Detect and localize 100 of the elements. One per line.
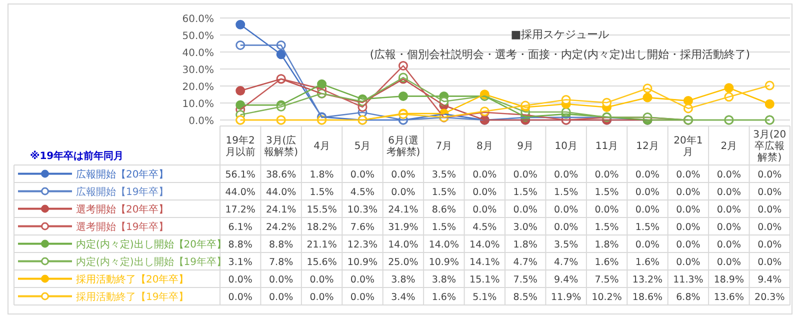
data-label: 4.5% <box>472 222 497 233</box>
text: 内定(内々定)出し開始【20年卒】 <box>76 238 227 250</box>
text: 0.0% <box>758 204 782 216</box>
data-label: 1.5% <box>635 222 660 233</box>
x-tick-label: 11月 <box>595 141 618 152</box>
data-label: 15.5% <box>306 204 337 216</box>
data-label: 0.0% <box>513 204 538 216</box>
text: 0.0% <box>676 169 700 180</box>
data-label: 1.5% <box>432 222 456 233</box>
x-tick-label: 8月 <box>476 141 493 152</box>
data-label: 1.5% <box>594 222 619 233</box>
data-label: 3.8% <box>391 274 416 286</box>
data-label: 14.0% <box>388 239 418 250</box>
x-tick-label: 2月 <box>720 141 738 152</box>
data-label: 0.0% <box>269 292 294 303</box>
data-label: 4.7% <box>554 256 578 268</box>
data-label: 8.6% <box>432 204 456 216</box>
x-tick-label: 12月 <box>636 141 659 152</box>
data-label: 0.0% <box>310 292 334 303</box>
data-label: 4.7% <box>513 256 538 268</box>
data-label: 0.0% <box>635 239 660 250</box>
data-label: 0.0% <box>676 222 700 233</box>
data-label: 15.1% <box>470 274 500 286</box>
data-label: 3.8% <box>432 274 456 286</box>
data-label: 10.3% <box>347 204 378 216</box>
x-tick-label: 3月(広報解禁) <box>264 134 298 158</box>
data-label: 14.0% <box>428 239 460 250</box>
data-label: 0.0% <box>554 222 578 233</box>
text: 0.0% <box>758 222 782 233</box>
data-label: 10.9% <box>347 256 378 268</box>
data-label: 44.0% <box>266 186 296 198</box>
data-label: 8.8% <box>269 239 294 250</box>
data-label: 3.4% <box>391 292 416 303</box>
x-tick-label: 5月 <box>354 141 371 152</box>
x-tick-label: 19年2月以前 <box>225 134 256 158</box>
y-tick-label: 40.0% <box>182 48 214 59</box>
data-label: 15.6% <box>306 256 337 268</box>
data-label: 0.0% <box>676 256 700 268</box>
data-label: 3.1% <box>228 256 252 268</box>
data-label: 1.5% <box>432 186 456 198</box>
data-label: 1.5% <box>554 186 578 198</box>
text: 採用活動終了【20年卒】 <box>76 273 189 286</box>
text: 0.0% <box>758 186 782 198</box>
data-label: 13.6% <box>714 292 744 303</box>
data-label: 0.0% <box>472 169 497 180</box>
data-label: 0.0% <box>554 169 578 180</box>
data-label: 1.5% <box>513 186 538 198</box>
data-label: 1.6% <box>635 256 660 268</box>
data-label: 0.0% <box>472 204 497 216</box>
data-label: 0.0% <box>554 204 578 216</box>
data-label: 0.0% <box>350 274 375 286</box>
text: 選考開始【19年卒】 <box>76 220 169 233</box>
data-label: 4.5% <box>350 186 375 198</box>
data-label: 6.1% <box>228 222 252 233</box>
data-label: 25.0% <box>388 256 418 268</box>
data-label: 7.5% <box>594 274 619 286</box>
data-label: 7.8% <box>269 256 294 268</box>
data-label: 0.0% <box>513 169 538 180</box>
text: ※19年卒は前年同月 <box>30 150 124 162</box>
data-label: 1.8% <box>594 239 619 250</box>
x-tick-label: 7月 <box>436 141 452 152</box>
data-label: 1.6% <box>594 256 619 268</box>
data-label: 0.0% <box>676 239 700 250</box>
text: 0.0% <box>758 169 782 180</box>
x-tick-label: 10月 <box>554 141 578 152</box>
data-label: 3.5% <box>554 239 578 250</box>
data-label: 5.1% <box>472 292 497 303</box>
y-tick-label: 30.0% <box>182 65 214 76</box>
y-tick-label: 50.0% <box>182 31 214 42</box>
data-label: 3.5% <box>432 169 456 180</box>
data-label: 1.8% <box>310 169 334 180</box>
data-label: 18.9% <box>714 274 744 286</box>
text: 0.0% <box>716 186 741 198</box>
data-label: 14.0% <box>470 239 500 250</box>
data-label: 9.4% <box>554 274 578 286</box>
data-label: 24.2% <box>266 222 296 233</box>
data-label: 0.0% <box>594 169 619 180</box>
y-tick-label: 10.0% <box>182 99 214 110</box>
data-label: 0.0% <box>758 239 782 250</box>
data-label: 0.0% <box>310 274 334 286</box>
text: 広報開始【19年卒】 <box>76 186 169 198</box>
x-tick-label: 3月(20卒広報解禁) <box>753 130 786 164</box>
data-label: 8.8% <box>228 239 252 250</box>
text: 0.0% <box>716 222 741 233</box>
data-label: 1.6% <box>432 292 456 303</box>
data-label: 0.0% <box>635 204 660 216</box>
y-tick-label: 60.0% <box>182 14 214 25</box>
data-label: 18.6% <box>632 292 663 303</box>
data-label: 0.0% <box>635 169 660 180</box>
data-label: 0.0% <box>758 256 782 268</box>
data-label: 0.0% <box>350 292 375 303</box>
data-label: 1.8% <box>513 239 538 250</box>
data-label: 0.0% <box>391 169 416 180</box>
data-label: 6.8% <box>676 292 700 303</box>
text: 採用活動終了【19年卒】 <box>76 290 189 303</box>
data-label: 10.9% <box>428 256 460 268</box>
text: 0.0% <box>716 169 741 180</box>
text: 広報開始【20年卒】 <box>76 168 169 180</box>
text: 0.0% <box>716 204 741 216</box>
text: (広報・個別会社説明会・選考・面接・内定(内々定)出し開始・採用活動終了) <box>370 48 750 61</box>
